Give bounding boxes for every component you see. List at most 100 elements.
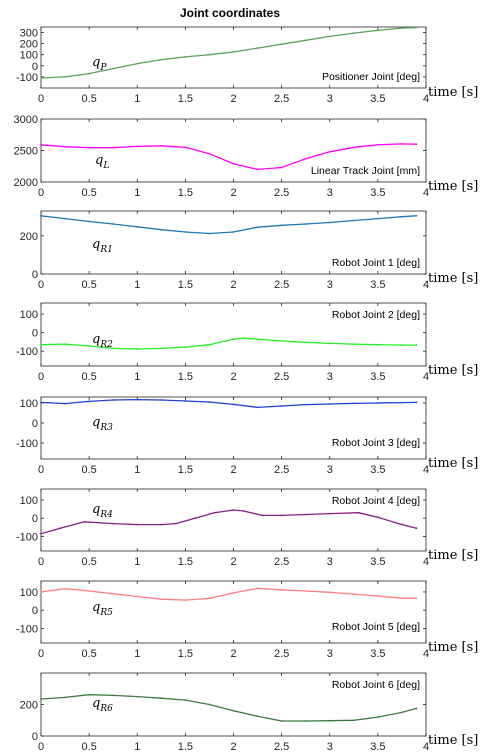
data-point bbox=[304, 39, 307, 42]
x-tick-label: 4 bbox=[423, 279, 429, 291]
x-tick-label: 3.5 bbox=[370, 648, 385, 660]
data-point bbox=[328, 221, 331, 224]
data-point bbox=[401, 523, 403, 526]
panel-label: Positioner Joint [deg] bbox=[322, 71, 420, 83]
panel-label: Robot Joint 3 [deg] bbox=[332, 437, 420, 449]
series-symbol-subscript: R6 bbox=[99, 704, 113, 714]
data-point bbox=[64, 76, 66, 78]
data-point bbox=[352, 719, 355, 722]
x-tick-label: 3 bbox=[327, 741, 333, 753]
y-tick-label: 100 bbox=[20, 398, 38, 410]
y-tick-label: 0 bbox=[32, 513, 38, 525]
data-point bbox=[136, 695, 139, 698]
x-tick-label: 2.5 bbox=[274, 279, 289, 291]
x-tick-label: 3 bbox=[327, 556, 333, 568]
data-point bbox=[160, 399, 163, 401]
data-point bbox=[64, 217, 66, 220]
x-tick-label: 1 bbox=[134, 648, 140, 660]
data-point bbox=[352, 593, 355, 596]
data-point bbox=[40, 698, 42, 700]
y-tick-label: -100 bbox=[16, 531, 38, 543]
y-tick-label: -100 bbox=[16, 346, 38, 358]
data-point bbox=[88, 220, 91, 223]
data-point bbox=[232, 509, 235, 511]
y-tick-label: 2000 bbox=[14, 177, 38, 189]
x-tick-label: 1 bbox=[134, 187, 140, 199]
x-axis-label: time [s] bbox=[428, 456, 478, 471]
data-point bbox=[304, 513, 307, 516]
data-point bbox=[328, 719, 331, 722]
data-point bbox=[160, 58, 163, 61]
data-point bbox=[415, 344, 418, 346]
data-point bbox=[136, 225, 139, 228]
data-point bbox=[376, 516, 379, 519]
x-tick-label: 0 bbox=[38, 279, 44, 291]
x-tick-label: 0 bbox=[38, 93, 44, 105]
series-symbol: qR1 bbox=[92, 237, 113, 255]
data-point bbox=[280, 340, 283, 342]
series-symbol-base: q bbox=[92, 502, 100, 517]
y-tick-label: 100 bbox=[20, 50, 38, 62]
axes-box bbox=[40, 210, 427, 275]
data-point bbox=[112, 67, 115, 70]
x-tick-label: 1 bbox=[134, 279, 140, 291]
data-point bbox=[136, 398, 139, 401]
data-point bbox=[328, 403, 331, 405]
data-point bbox=[256, 715, 259, 718]
data-point bbox=[136, 348, 139, 350]
data-point bbox=[160, 347, 163, 350]
data-point bbox=[184, 699, 187, 701]
series-symbol-subscript: R2 bbox=[99, 340, 113, 350]
data-point bbox=[401, 711, 403, 714]
data-point bbox=[40, 143, 42, 146]
data-point bbox=[136, 145, 139, 148]
y-tick-label: 100 bbox=[20, 495, 38, 507]
data-point bbox=[136, 62, 139, 65]
data-point bbox=[376, 143, 379, 146]
data-point bbox=[136, 523, 139, 526]
x-tick-label: 4 bbox=[423, 464, 429, 476]
x-tick-label: 4 bbox=[423, 371, 429, 383]
series-symbol-subscript: P bbox=[99, 63, 107, 73]
data-point bbox=[352, 219, 355, 222]
data-point bbox=[401, 597, 403, 600]
x-axis-label: time [s] bbox=[428, 548, 478, 563]
x-tick-label: 0.5 bbox=[81, 556, 96, 568]
data-point bbox=[184, 599, 187, 602]
x-tick-label: 2 bbox=[230, 741, 236, 753]
chart-panel-6: 0 0.5 1 1.5 2 2.5 3 3.5 4 100 0 -100 time [s] Robot J… bbox=[16, 488, 478, 568]
x-tick-label: 2 bbox=[230, 279, 236, 291]
data-point bbox=[136, 595, 139, 598]
series-symbol-subscript: R3 bbox=[99, 423, 113, 433]
data-point bbox=[357, 511, 360, 514]
data-point bbox=[64, 145, 66, 148]
x-axis-label: time [s] bbox=[428, 363, 478, 378]
data-point bbox=[160, 523, 163, 526]
x-tick-label: 3 bbox=[327, 93, 333, 105]
chart-panel-2: 0 0.5 1 1.5 2 2.5 3 3.5 4 3000 2500 2000 time [s] Lin… bbox=[14, 114, 479, 199]
data-point bbox=[40, 401, 42, 404]
data-point bbox=[256, 587, 259, 590]
data-point bbox=[208, 703, 211, 706]
data-point bbox=[280, 720, 283, 722]
axes-box bbox=[40, 26, 427, 89]
data-point bbox=[304, 590, 307, 592]
x-tick-label: 0.5 bbox=[81, 648, 96, 660]
y-tick-label: 0 bbox=[32, 418, 38, 430]
data-point bbox=[304, 720, 307, 722]
panel-label: Robot Joint 5 [deg] bbox=[332, 621, 420, 633]
y-tick-label: -100 bbox=[16, 438, 38, 450]
chart-panel-5: 0 0.5 1 1.5 2 2.5 3 3.5 4 100 0 -100 time [s] Robot J… bbox=[16, 396, 478, 476]
x-tick-label: 4 bbox=[423, 741, 429, 753]
axes-box bbox=[40, 580, 427, 644]
x-tick-label: 2 bbox=[230, 556, 236, 568]
axes-box bbox=[40, 396, 427, 460]
axes-box bbox=[40, 302, 427, 367]
x-tick-label: 0 bbox=[38, 464, 44, 476]
series-symbol: qR3 bbox=[92, 415, 113, 433]
data-point bbox=[376, 29, 379, 32]
x-tick-label: 0.5 bbox=[81, 279, 96, 291]
x-tick-label: 3.5 bbox=[370, 464, 385, 476]
y-tick-label: 200 bbox=[20, 700, 38, 712]
